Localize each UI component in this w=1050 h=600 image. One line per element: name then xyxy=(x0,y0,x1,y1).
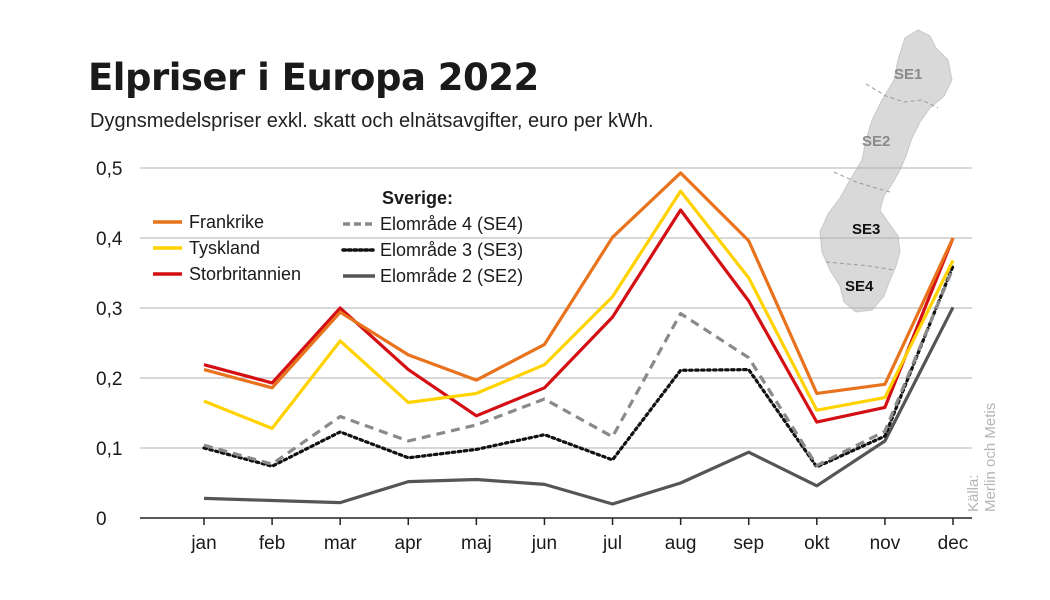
map-label-se2: SE2 xyxy=(862,133,890,150)
y-tick-label: 0,1 xyxy=(96,439,122,460)
x-tick-label: jan xyxy=(190,533,216,554)
chart-subtitle: Dygnsmedelspriser exkl. skatt och elnäts… xyxy=(90,110,654,132)
axes: 0 0,1 0,2 0,3 0,4 0,5 jan feb mar apr maj jun jul aug… xyxy=(96,159,972,554)
legend-label: Storbritannien xyxy=(189,264,301,284)
x-tick-label: jul xyxy=(602,533,622,554)
series-line-elomr-de-2-se2- xyxy=(203,306,955,506)
y-tick-label: 0 xyxy=(96,509,107,530)
legend: Frankrike Tyskland Storbritannien Sverige: E… xyxy=(153,188,523,286)
series-line-elomr-de-4-se4- xyxy=(203,267,955,468)
map-label-se4: SE4 xyxy=(845,278,874,295)
sweden-map-border xyxy=(825,261,895,271)
legend-label: Tyskland xyxy=(189,238,260,258)
map-label-se3: SE3 xyxy=(852,221,880,238)
series-line-elomr-de-3-se3- xyxy=(202,264,955,469)
series-line-storbritannien xyxy=(203,208,955,424)
legend-group-title: Sverige: xyxy=(382,188,453,208)
y-tick-label: 0,4 xyxy=(96,229,123,250)
series-line-frankrike xyxy=(203,171,955,395)
x-tick-label: feb xyxy=(259,533,285,554)
sweden-map-shape xyxy=(819,29,953,313)
chart-title: Elpriser i Europa 2022 xyxy=(88,56,539,99)
series-lines xyxy=(202,171,955,506)
x-tick-label: mar xyxy=(324,533,357,554)
sweden-map-border xyxy=(833,171,891,193)
source-label: Källa: xyxy=(965,474,982,512)
x-tick-label: nov xyxy=(870,533,901,554)
legend-label: Elområde 4 (SE4) xyxy=(380,214,523,234)
x-tick-label: dec xyxy=(938,533,969,554)
source-note: Källa: Merlin och Metis xyxy=(965,403,999,512)
y-tick-label: 0,3 xyxy=(96,299,122,320)
x-tick-label: maj xyxy=(461,533,492,554)
sweden-map: SE1 SE2 SE3 SE4 xyxy=(819,29,953,313)
source-value: Merlin och Metis xyxy=(982,402,999,512)
y-tick-label: 0,5 xyxy=(96,159,122,180)
series-line-tyskland xyxy=(203,189,955,430)
x-tick-label: sep xyxy=(733,533,764,554)
legend-label: Elområde 2 (SE2) xyxy=(380,266,523,286)
legend-label: Elområde 3 (SE3) xyxy=(380,240,523,260)
y-tick-label: 0,2 xyxy=(96,369,122,390)
x-tick-label: apr xyxy=(395,533,423,554)
x-tick-label: okt xyxy=(804,533,830,554)
map-label-se1: SE1 xyxy=(894,66,922,83)
x-tick-label: jun xyxy=(531,533,557,554)
x-tick-label: aug xyxy=(665,533,697,554)
sweden-map-border xyxy=(865,83,939,109)
legend-label: Frankrike xyxy=(189,212,264,232)
